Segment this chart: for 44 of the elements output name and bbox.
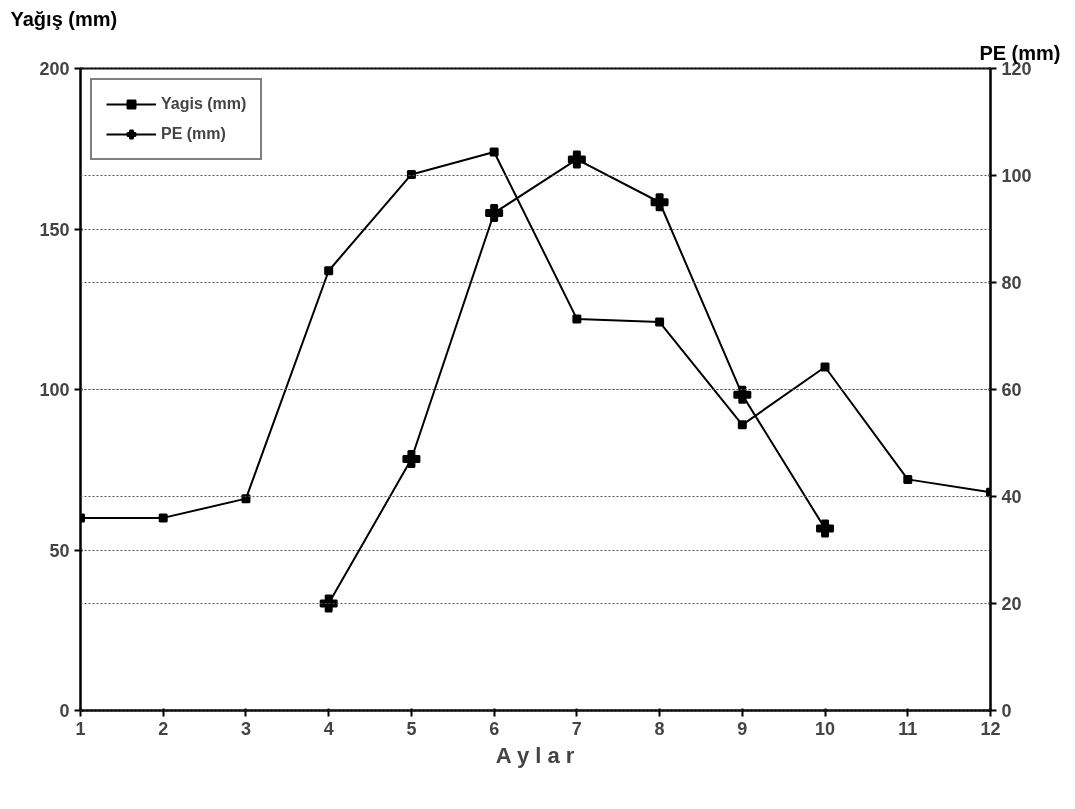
x-tick-label: 3 xyxy=(240,718,251,739)
x-tick-label: 1 xyxy=(75,718,86,739)
point xyxy=(319,594,338,613)
y2-tick-label: 0 xyxy=(1001,701,1012,721)
x-tick-label: 8 xyxy=(654,718,665,739)
point xyxy=(572,314,582,324)
legend-label: Yagis (mm) xyxy=(161,95,247,113)
point xyxy=(820,362,830,372)
point xyxy=(402,450,421,469)
point xyxy=(241,494,251,504)
y-tick-label: 50 xyxy=(49,540,70,561)
point xyxy=(650,193,669,212)
y-tick-label: 150 xyxy=(39,219,70,240)
y-tick-label: 200 xyxy=(39,59,70,79)
x-tick-label: 4 xyxy=(323,718,334,739)
point xyxy=(567,150,586,169)
y2-tick-label: 40 xyxy=(1001,487,1022,507)
y2-tick-label: 80 xyxy=(1001,273,1022,293)
x-tick-label: 12 xyxy=(980,718,1001,739)
y-axis-title: Yağış (mm) xyxy=(10,7,118,30)
y2-tick-label: 20 xyxy=(1001,594,1022,614)
x-tick-label: 9 xyxy=(737,718,748,739)
x-tick-label: 5 xyxy=(406,718,417,739)
x-tick-label: 11 xyxy=(898,718,918,739)
x-tick-label: 2 xyxy=(158,718,169,739)
y2-tick-label: 60 xyxy=(1001,380,1022,400)
x-tick-label: 7 xyxy=(571,718,582,739)
y-tick-label: 100 xyxy=(39,380,70,400)
y-tick-label: 0 xyxy=(59,701,70,721)
x-tick-label: 10 xyxy=(815,718,836,739)
point xyxy=(485,203,504,222)
x-tick-label: 6 xyxy=(489,718,500,739)
point xyxy=(816,519,835,538)
y2-tick-label: 100 xyxy=(1001,166,1032,186)
x-axis-title: A y l a r xyxy=(495,742,575,768)
point xyxy=(737,420,747,430)
point xyxy=(733,385,752,404)
point xyxy=(406,169,416,179)
point xyxy=(655,317,665,327)
point xyxy=(324,266,334,276)
point xyxy=(489,147,499,157)
legend-label: PE (mm) xyxy=(161,125,226,143)
point xyxy=(158,513,168,523)
point xyxy=(903,474,913,484)
